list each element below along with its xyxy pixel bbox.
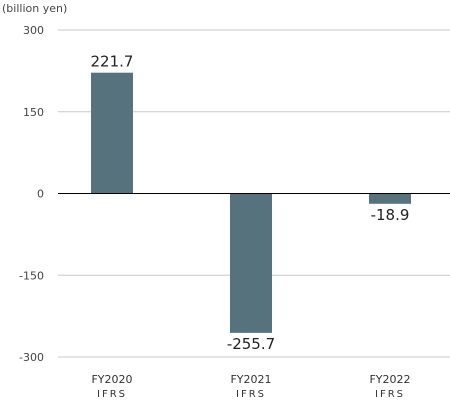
category-labels: FY2020 IFRS FY2021 IFRS FY2022 IFRS — [91, 373, 410, 400]
category-label: FY2020 — [91, 373, 132, 386]
category-label: FY2021 — [230, 373, 271, 386]
y-tick-label: -150 — [19, 269, 44, 282]
value-label: 221.7 — [91, 53, 134, 71]
category-sublabel: IFRS — [375, 389, 405, 400]
value-labels: 221.7 -255.7 -18.9 — [91, 53, 410, 353]
category-sublabel: IFRS — [97, 389, 127, 400]
category-label: FY2022 — [369, 373, 410, 386]
category-sublabel: IFRS — [236, 389, 266, 400]
bar-fy2022 — [369, 193, 411, 204]
y-tick-label: 150 — [23, 106, 44, 119]
y-tick-label: 0 — [37, 188, 44, 201]
value-label: -255.7 — [227, 335, 275, 353]
y-axis-unit-label: (billion yen) — [2, 2, 67, 15]
y-tick-label: -300 — [19, 351, 44, 364]
value-label: -18.9 — [371, 206, 410, 224]
y-axis-ticks: 300 150 0 -150 -300 — [19, 24, 44, 364]
bars — [91, 72, 411, 333]
y-tick-label: 300 — [23, 24, 44, 37]
bar-fy2020 — [91, 72, 133, 194]
bar-fy2021 — [230, 193, 272, 333]
